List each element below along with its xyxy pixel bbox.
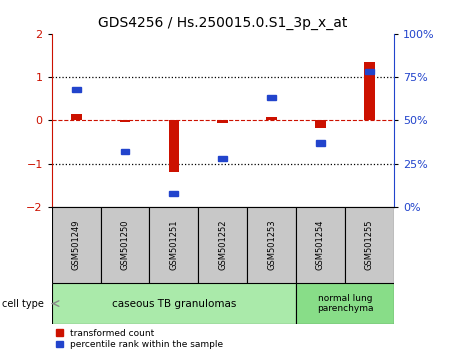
Title: GDS4256 / Hs.250015.0.S1_3p_x_at: GDS4256 / Hs.250015.0.S1_3p_x_at	[98, 16, 347, 30]
Bar	[121, 149, 130, 154]
FancyBboxPatch shape	[101, 207, 149, 283]
Bar	[71, 114, 81, 120]
Text: caseous TB granulomas: caseous TB granulomas	[112, 298, 236, 309]
FancyBboxPatch shape	[296, 283, 394, 324]
FancyBboxPatch shape	[198, 207, 247, 283]
FancyBboxPatch shape	[247, 207, 296, 283]
FancyBboxPatch shape	[345, 207, 394, 283]
Text: GSM501251: GSM501251	[169, 220, 178, 270]
Text: GSM501254: GSM501254	[316, 220, 325, 270]
FancyBboxPatch shape	[52, 207, 101, 283]
Text: GSM501252: GSM501252	[218, 220, 227, 270]
Text: GSM501255: GSM501255	[365, 220, 374, 270]
FancyBboxPatch shape	[296, 207, 345, 283]
Text: GSM501253: GSM501253	[267, 220, 276, 270]
Bar	[218, 156, 227, 161]
Bar	[316, 140, 325, 145]
Bar	[168, 120, 179, 172]
Bar	[72, 86, 81, 92]
Bar	[315, 120, 326, 128]
FancyBboxPatch shape	[52, 283, 296, 324]
Bar	[120, 120, 130, 122]
Text: GSM501250: GSM501250	[121, 220, 130, 270]
Bar	[364, 62, 375, 120]
Bar	[267, 95, 276, 101]
Bar	[170, 190, 178, 196]
Bar	[365, 69, 374, 74]
Text: GSM501249: GSM501249	[72, 220, 81, 270]
Bar	[266, 117, 277, 120]
Text: normal lung
parenchyma: normal lung parenchyma	[317, 294, 373, 313]
Text: cell type: cell type	[2, 298, 44, 309]
Legend: transformed count, percentile rank within the sample: transformed count, percentile rank withi…	[56, 329, 223, 349]
Bar	[217, 120, 228, 122]
FancyBboxPatch shape	[149, 207, 198, 283]
